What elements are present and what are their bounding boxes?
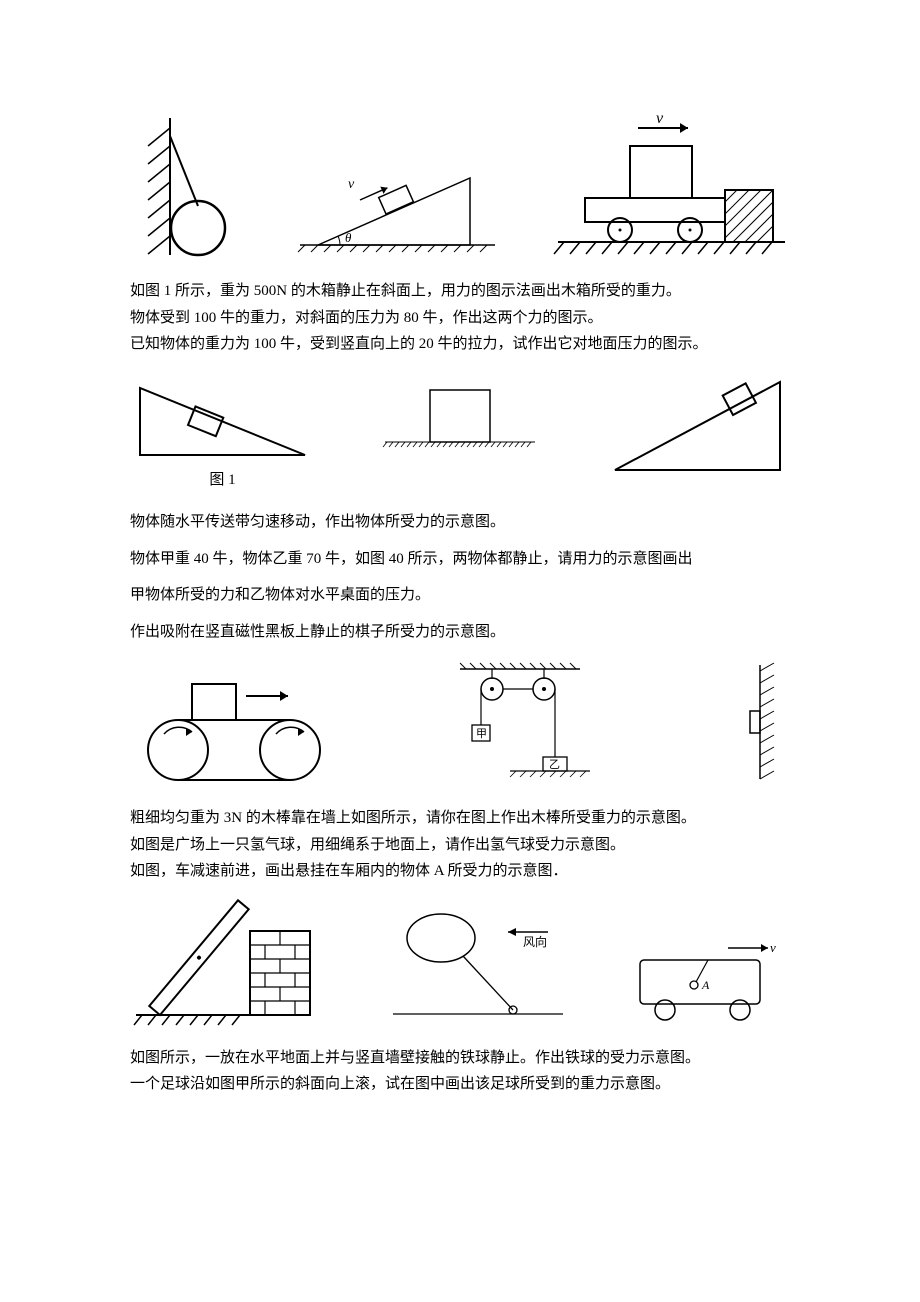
para-5a: 物体甲重 40 牛，物体乙重 70 牛，如图 40 所示，两物体都静止，请用力的…	[130, 548, 790, 571]
fig-box-ground	[375, 370, 545, 460]
label-jia: 甲	[476, 728, 487, 740]
para-6: 作出吸附在竖直磁性黑板上静止的棋子所受力的示意图。	[130, 621, 790, 644]
v-label-2: ν	[656, 110, 664, 127]
theta-label: θ	[345, 230, 352, 245]
v-label-3: v	[770, 940, 776, 955]
fig-incline-v: θ v	[290, 160, 500, 260]
para-9: 如图，车减速前进，画出悬挂在车厢内的物体 A 所受力的示意图．	[130, 860, 790, 883]
fig-wall-ball	[130, 110, 240, 260]
para-5b: 甲物体所受的力和乙物体对水平桌面的压力。	[130, 584, 790, 607]
fig-magnetic-board	[700, 657, 790, 787]
fig-balloon: 风向	[373, 902, 573, 1027]
fig-conveyor	[130, 672, 340, 787]
para-8: 如图是广场上一只氢气球，用细绳系于地面上，请作出氢气球受力示意图。	[130, 834, 790, 857]
para-11: 一个足球沿如图甲所示的斜面向上滚，试在图中画出该足球所受到的重力示意图。	[130, 1073, 790, 1096]
v-label-1: v	[348, 177, 355, 192]
label-yi: 乙	[549, 758, 560, 771]
para-7: 粗细均匀重为 3N 的木棒靠在墙上如图所示，请你在图上作出木棒所受重力的示意图。	[130, 807, 790, 830]
para-4: 物体随水平传送带匀速移动，作出物体所受力的示意图。	[130, 511, 790, 534]
wind-label: 风向	[523, 934, 547, 949]
fig1-caption: 图 1	[130, 469, 315, 492]
fig-cart-wall: ν	[550, 110, 790, 260]
fig-pulleys: 甲 乙	[440, 657, 600, 787]
fig-incline-right	[605, 370, 790, 480]
para-3: 已知物体的重力为 100 牛，受到竖直向上的 20 牛的拉力，试作出它对地面压力…	[130, 333, 790, 356]
para-2: 物体受到 100 牛的重力，对斜面的压力为 80 牛，作出这两个力的图示。	[130, 307, 790, 330]
fig-car-A: A v	[620, 932, 790, 1027]
fig-rod-wall	[130, 897, 325, 1027]
para-1: 如图 1 所示，重为 500N 的木箱静止在斜面上，用力的图示法画出木箱所受的重…	[130, 280, 790, 303]
para-10: 如图所示，一放在水平地面上并与竖直墙壁接触的铁球静止。作出铁球的受力示意图。	[130, 1047, 790, 1070]
A-label: A	[701, 978, 710, 992]
fig-incline-left: 图 1	[130, 370, 315, 492]
